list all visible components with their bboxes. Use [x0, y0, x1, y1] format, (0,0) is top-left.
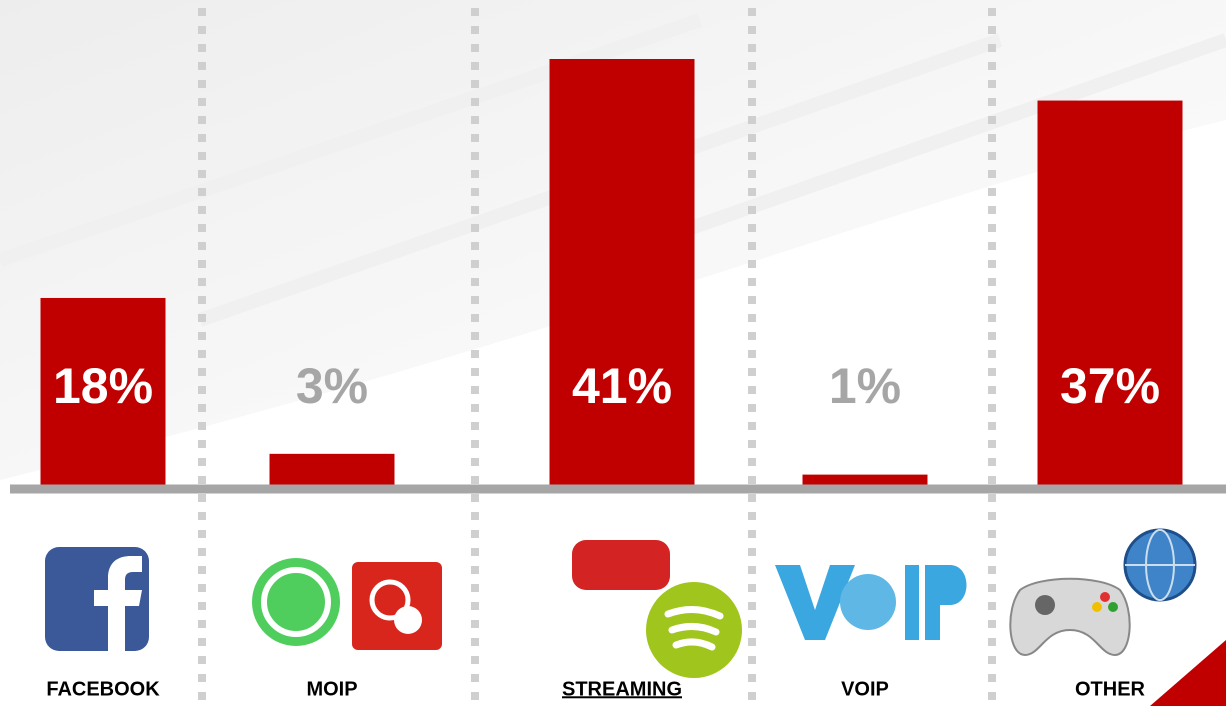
x-tick-label: OTHER [1075, 678, 1146, 700]
x-tick-label: STREAMING [562, 678, 682, 700]
streaming-icons [518, 540, 742, 678]
bar [549, 59, 695, 485]
facebook-icon [45, 547, 149, 651]
bar [40, 297, 166, 485]
voip-icon [775, 565, 967, 640]
value-label: 41% [572, 358, 672, 414]
value-label: 1% [829, 358, 901, 414]
value-label: 18% [53, 358, 153, 414]
bar [802, 474, 928, 485]
bar [269, 453, 395, 485]
value-label: 37% [1060, 358, 1160, 414]
corner-accent [1150, 640, 1226, 706]
bars [40, 59, 1183, 485]
bar [1037, 100, 1183, 485]
x-tick-label: MOIP [306, 678, 357, 700]
other-icons [1009, 528, 1197, 657]
x-tick-label: FACEBOOK [46, 678, 160, 700]
x-tick-label: VOIP [841, 678, 889, 700]
column-separators [198, 8, 996, 706]
messaging-icons [252, 558, 442, 650]
value-label: 3% [296, 358, 368, 414]
